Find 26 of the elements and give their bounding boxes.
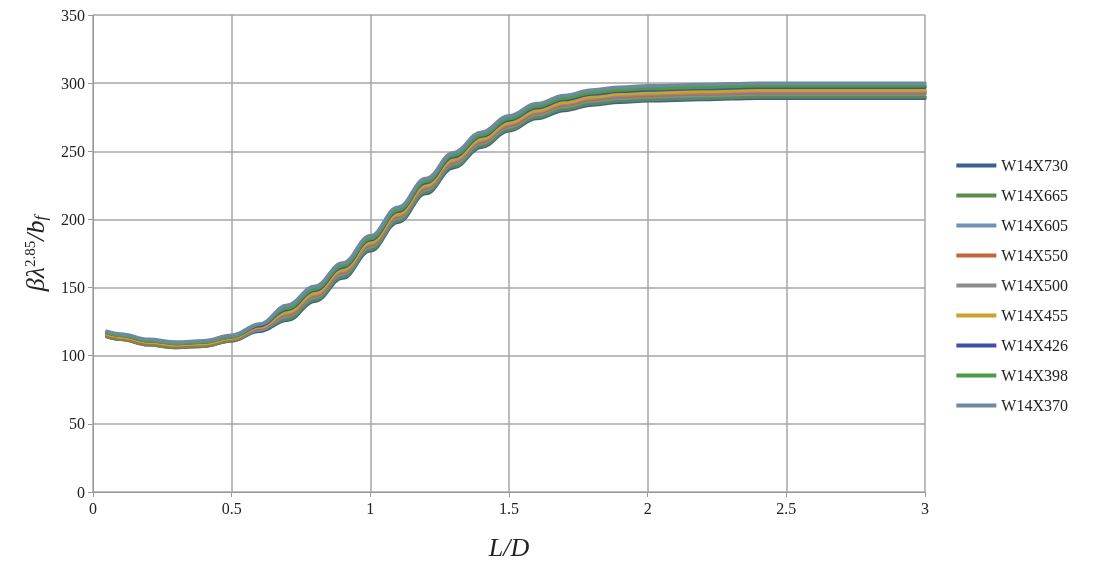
legend-label: W14X730 [1001, 157, 1068, 174]
x-tick-label: 2.5 [776, 499, 797, 517]
x-axis-title: L/D [487, 532, 530, 562]
x-tick-label: 2 [643, 499, 652, 517]
x-tick-label: 3 [921, 499, 929, 517]
y-tick-label: 0 [77, 483, 85, 501]
x-tick-label: 1.5 [499, 499, 519, 517]
legend-label: W14X665 [1001, 187, 1068, 204]
y-tick-label: 350 [61, 6, 85, 24]
legend-label: W14X398 [1001, 367, 1068, 384]
x-tick-label: 0.5 [221, 499, 242, 517]
y-axis-title: βλ2.85/bf [21, 213, 50, 293]
legend-label: W14X500 [1001, 277, 1068, 294]
y-tick-label: 50 [69, 415, 85, 433]
y-tick-label: 300 [61, 74, 85, 92]
x-tick-label: 0 [89, 499, 97, 517]
y-tick-label: 250 [61, 142, 85, 160]
y-tick-label: 200 [61, 210, 85, 228]
y-tick-label: 150 [61, 279, 85, 297]
legend-label: W14X605 [1001, 217, 1068, 234]
y-tick-label: 100 [61, 347, 85, 365]
legend-label: W14X455 [1001, 307, 1068, 324]
legend-label: W14X426 [1001, 337, 1068, 354]
x-tick-label: 1 [366, 499, 375, 517]
legend-label: W14X370 [1001, 397, 1068, 414]
legend-label: W14X550 [1001, 247, 1068, 264]
